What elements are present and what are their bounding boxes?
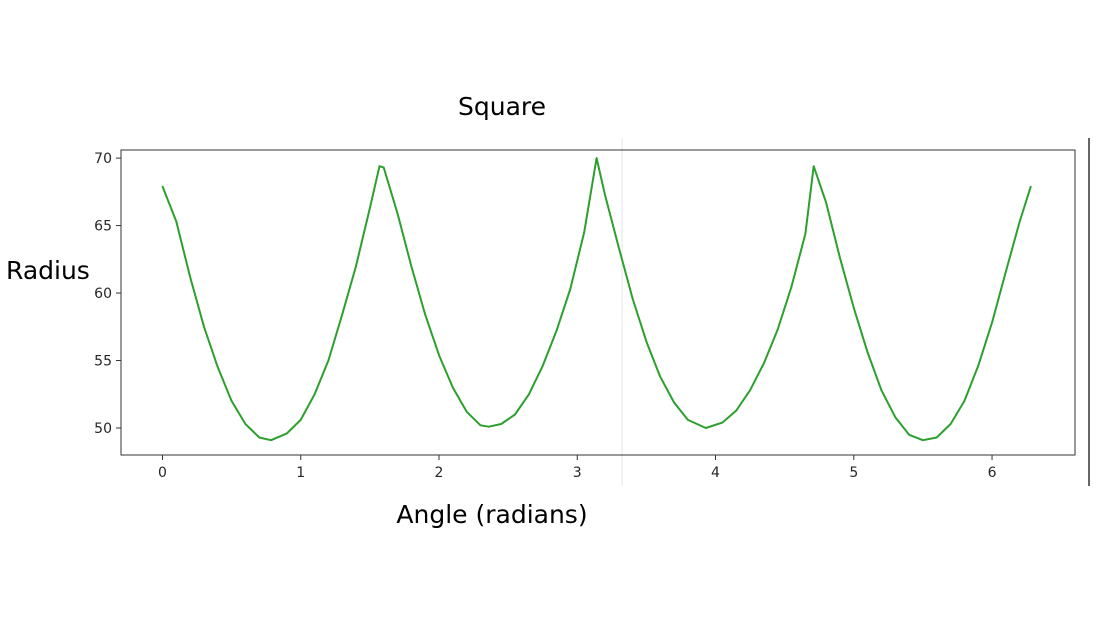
x-axis-ticks: 0 1 2 3 4 5 6 <box>158 455 997 481</box>
data-point <box>763 362 765 365</box>
data-point <box>313 393 316 396</box>
data-point <box>258 436 261 439</box>
data-point <box>645 340 648 343</box>
data-point <box>894 416 897 419</box>
data-point <box>244 423 247 425</box>
data-point <box>286 432 288 435</box>
data-point <box>410 265 413 267</box>
data-point <box>721 421 724 424</box>
data-point <box>217 366 219 369</box>
data-point <box>355 265 357 267</box>
data-point <box>270 439 272 442</box>
data-point <box>595 157 598 159</box>
y-axis-label: Radius <box>6 256 90 285</box>
data-point <box>880 389 883 392</box>
data-point <box>673 401 675 404</box>
data-point <box>735 409 738 412</box>
data-point <box>1018 220 1021 223</box>
data-point <box>299 419 302 421</box>
data-point <box>825 201 827 204</box>
data-point <box>866 351 869 354</box>
x-tick-label: 6 <box>988 465 997 481</box>
series-line <box>161 157 1032 442</box>
data-point <box>541 365 544 367</box>
data-point <box>922 439 924 442</box>
x-axis-label: Angle (radians) <box>396 500 587 529</box>
data-point <box>604 193 606 196</box>
data-point <box>1005 270 1007 273</box>
data-point <box>189 276 191 278</box>
data-point <box>382 166 385 169</box>
data-point <box>631 297 634 300</box>
y-tick-label: 65 <box>94 219 112 235</box>
data-point <box>687 419 689 421</box>
y-tick-label: 50 <box>94 421 112 437</box>
data-point <box>465 411 468 413</box>
data-point <box>804 232 807 235</box>
data-point <box>555 330 558 332</box>
x-tick-label: 2 <box>435 465 444 481</box>
plot-frame <box>120 149 1076 456</box>
data-point <box>569 288 572 290</box>
data-point <box>369 207 371 209</box>
data-point <box>812 165 815 167</box>
data-point <box>327 359 330 362</box>
data-point <box>977 365 979 367</box>
data-point <box>583 231 585 234</box>
data-point <box>908 434 910 436</box>
data-point <box>935 436 938 439</box>
data-point <box>853 307 855 309</box>
data-point <box>230 400 233 402</box>
data-point <box>839 257 841 259</box>
x-tick-label: 3 <box>573 465 582 481</box>
data-point <box>949 423 952 425</box>
x-tick-label: 0 <box>158 465 167 481</box>
data-point <box>776 328 779 331</box>
data-point <box>749 389 751 392</box>
chart-title: Square <box>458 92 546 121</box>
data-point <box>488 425 490 428</box>
data-point <box>438 354 440 356</box>
data-point <box>617 246 620 248</box>
data-point <box>479 424 482 427</box>
y-tick-label: 70 <box>94 151 112 167</box>
series-layer <box>161 157 1032 442</box>
y-tick-label: 55 <box>94 354 112 370</box>
x-tick-label: 1 <box>296 465 305 481</box>
data-point <box>514 413 516 416</box>
data-point <box>161 185 164 188</box>
data-point <box>705 427 707 429</box>
data-point <box>1030 185 1032 188</box>
data-point <box>991 321 993 324</box>
data-point <box>341 313 344 316</box>
data-point <box>500 423 503 425</box>
x-tick-label: 4 <box>711 465 720 481</box>
x-tick-label: 5 <box>849 465 858 481</box>
data-point <box>963 400 966 402</box>
data-point <box>203 326 205 328</box>
data-point <box>378 165 381 167</box>
data-point <box>396 212 399 215</box>
data-point <box>790 285 793 288</box>
y-axis-ticks: 50 55 60 65 70 <box>94 151 121 437</box>
data-point <box>452 386 454 389</box>
data-point <box>528 393 530 396</box>
data-point <box>659 375 661 378</box>
data-point <box>424 313 427 316</box>
data-point <box>175 220 178 223</box>
y-tick-label: 60 <box>94 286 112 302</box>
